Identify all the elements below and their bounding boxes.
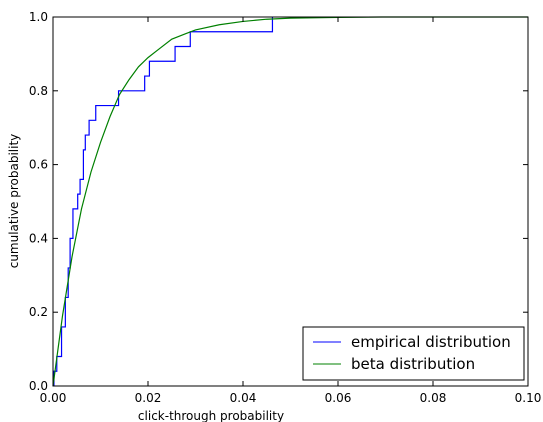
series-line-beta xyxy=(52,16,528,387)
x-tick-label: 0.06 xyxy=(325,391,352,405)
x-tick-label: 0.08 xyxy=(420,391,447,405)
y-tick-label: 0.2 xyxy=(29,305,48,319)
x-tick-label: 0.02 xyxy=(135,391,162,405)
legend-label-beta: beta distribution xyxy=(351,355,475,373)
x-tick-label: 0.04 xyxy=(230,391,257,405)
y-tick-label: 0.8 xyxy=(29,84,48,98)
y-axis-label: cumulative probability xyxy=(7,134,21,269)
series-line-empirical xyxy=(53,17,274,386)
y-tick-label: 1.0 xyxy=(29,10,48,24)
legend-label-empirical: empirical distribution xyxy=(351,333,511,351)
x-tick-label: 0.10 xyxy=(515,391,542,405)
x-axis-label: click-through probability xyxy=(138,409,284,422)
plot-frame xyxy=(52,16,529,387)
y-tick-label: 0.0 xyxy=(29,379,48,393)
legend-frame xyxy=(302,326,525,381)
y-tick-label: 0.4 xyxy=(29,231,48,245)
y-tick-label: 0.6 xyxy=(29,158,48,172)
x-tick-label: 0.00 xyxy=(40,391,67,405)
legend: empirical distribution beta distribution xyxy=(302,326,525,381)
